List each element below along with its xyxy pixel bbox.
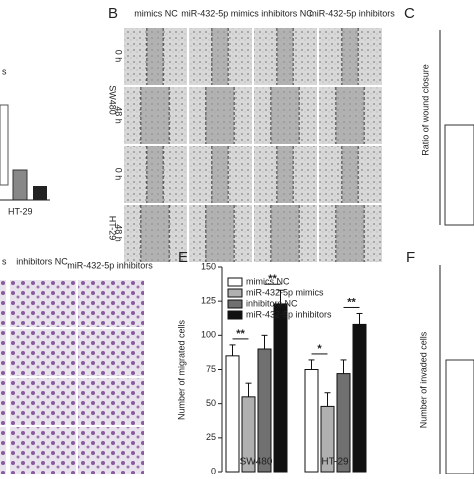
legend-label: mimics NC	[246, 276, 290, 286]
bar	[225, 355, 240, 473]
label: s	[2, 256, 7, 266]
micrograph	[10, 329, 76, 376]
micrograph	[0, 427, 6, 474]
bar	[444, 124, 474, 226]
panel-letter: F	[406, 249, 415, 266]
legend-label: inhibitors NC	[246, 298, 298, 308]
legend-swatch	[227, 288, 243, 298]
wound	[277, 28, 293, 85]
wound	[141, 205, 169, 262]
wound	[336, 205, 364, 262]
bar	[33, 186, 47, 200]
row-label: HT-29	[108, 216, 118, 241]
wound	[147, 28, 163, 85]
micrograph	[10, 427, 76, 474]
image-grid	[124, 28, 382, 262]
column-label: mimics NC	[134, 8, 178, 18]
micrograph	[78, 378, 144, 425]
column-label: miR-432-5p inhibitors	[309, 8, 395, 18]
wound	[147, 146, 163, 203]
label: HT-29	[8, 206, 33, 216]
row-label: 0 h	[114, 50, 124, 63]
y-tick-label: 75	[206, 364, 216, 374]
column-label: miR-432-5p inhibitors	[67, 260, 153, 270]
label: s	[2, 66, 7, 76]
y-tick-label: 150	[201, 261, 216, 271]
wound	[206, 87, 234, 144]
bar	[445, 359, 474, 475]
y-tick-label: 100	[201, 330, 216, 340]
legend-swatch	[227, 310, 243, 320]
legend-label: miR-432-5p inhibitors	[246, 309, 332, 319]
legend-label: miR-432-5p mimics	[246, 287, 324, 297]
wound	[277, 146, 293, 203]
column-label: miR-432-5p mimics	[181, 8, 259, 18]
bar	[12, 169, 28, 201]
wound	[141, 87, 169, 144]
micrograph	[0, 378, 6, 425]
micrograph	[78, 329, 144, 376]
micrograph	[78, 427, 144, 474]
wound	[342, 28, 358, 85]
bar	[304, 369, 319, 473]
y-tick-label: 0	[211, 466, 216, 474]
legend-swatch	[227, 277, 243, 287]
axis-title: Number of migrated cells	[176, 319, 186, 420]
x-tick-label: SW480	[240, 457, 273, 468]
y-tick-label: 25	[206, 432, 216, 442]
wound	[271, 87, 299, 144]
panel-letter: B	[108, 5, 118, 22]
wound	[212, 28, 228, 85]
image-grid	[0, 280, 144, 474]
row-label: 48 h	[114, 106, 124, 124]
wound	[336, 87, 364, 144]
x-tick-label: HT-29	[321, 457, 349, 468]
annotation: **	[347, 296, 356, 308]
panel-letter: E	[178, 249, 188, 266]
column-label: inhibitors NC	[261, 8, 313, 18]
panel-letter: C	[404, 5, 415, 22]
y-tick-label: 50	[206, 398, 216, 408]
axis-title: Number of invaded cells	[418, 331, 428, 428]
wound	[342, 146, 358, 203]
annotation: **	[268, 273, 277, 285]
micrograph	[0, 280, 6, 327]
column-label: inhibitors NC	[16, 256, 68, 266]
row-label: SW480	[108, 85, 118, 115]
y-tick-label: 125	[201, 296, 216, 306]
micrograph	[10, 280, 76, 327]
bar	[352, 323, 367, 473]
axis-title: Ratio of wound closure	[420, 64, 430, 156]
micrograph	[78, 280, 144, 327]
row-label: 0 h	[114, 168, 124, 181]
micrograph	[0, 329, 6, 376]
wound	[206, 205, 234, 262]
bar	[273, 303, 288, 473]
legend-swatch	[227, 299, 243, 309]
wound	[212, 146, 228, 203]
row-label: 48 h	[114, 224, 124, 242]
bar	[257, 348, 272, 473]
bar	[0, 104, 9, 186]
annotation: *	[317, 343, 322, 355]
wound	[271, 205, 299, 262]
annotation: **	[236, 328, 245, 340]
micrograph	[10, 378, 76, 425]
